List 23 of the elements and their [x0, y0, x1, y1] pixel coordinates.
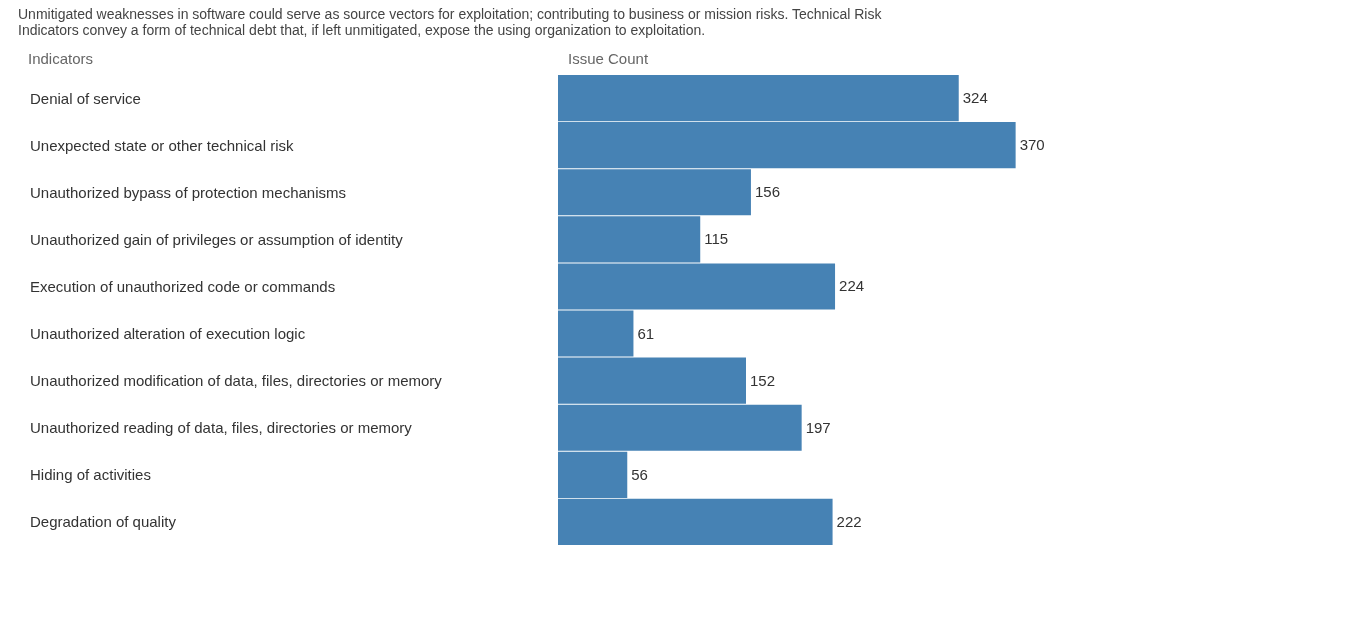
y-tick-label: Hiding of activities: [30, 465, 151, 483]
data-label: 156: [754, 183, 780, 201]
data-label: 61: [637, 324, 655, 342]
data-label: 224: [839, 277, 865, 295]
chart-title: Unmitigated weaknesses in software could serve as source vectors for exploitation; contributing to business or mission risks. Technical Risk Indicators convey a form of technical debt that, if left unmitigated, expose the using organization to exploitation.: [18, 6, 883, 38]
data-label: 152: [750, 371, 776, 389]
y-tick-label: Unauthorized alteration of execution logic: [30, 324, 306, 342]
y-tick-label: Degradation of quality: [30, 512, 177, 530]
y-tick-label: Unauthorized bypass of protection mechanisms: [30, 183, 346, 201]
y-tick-label: Unauthorized modification of data, files, directories or memory: [30, 371, 443, 389]
y-tick-label: Denial of service: [30, 89, 141, 107]
data-label: 197: [805, 418, 831, 436]
y-tick-label: Unauthorized reading of data, files, directories or memory: [30, 418, 413, 436]
y-tick-label: Execution of unauthorized code or commands: [30, 277, 336, 295]
data-label: 370: [1019, 136, 1045, 154]
y-tick-label: Unexpected state or other technical risk: [30, 136, 294, 154]
data-label: 324: [962, 89, 988, 107]
y-axis-title: Indicators: [28, 50, 94, 67]
data-label: 115: [704, 230, 729, 248]
y-tick-label: Unauthorized gain of privileges or assumption of identity: [30, 230, 404, 248]
data-label: 56: [631, 465, 648, 483]
data-label: 222: [836, 512, 862, 530]
x-axis-title: Issue Count: [568, 50, 649, 67]
